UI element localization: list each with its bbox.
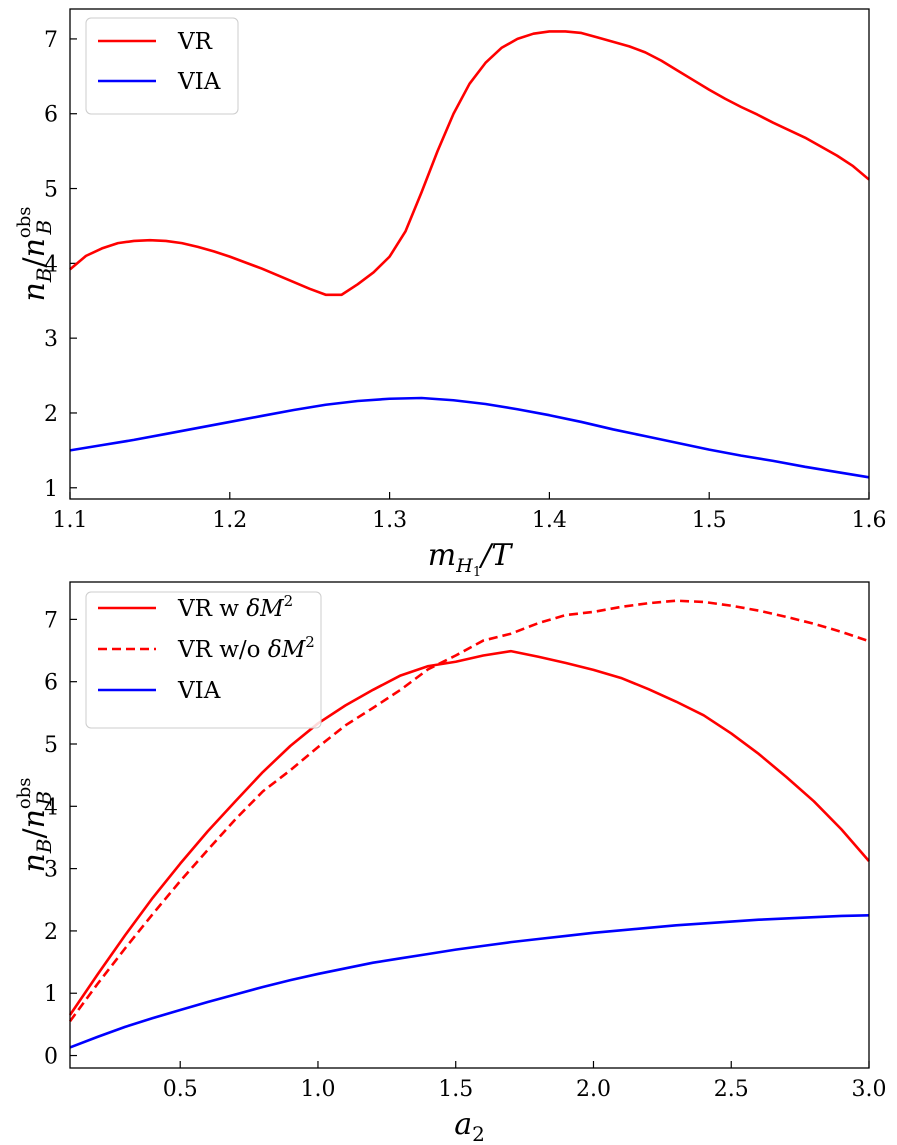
bottom-x-tick-label: 1.0 <box>300 1077 335 1102</box>
top-y-label-text: nB/nobsB <box>14 206 56 301</box>
top-y-tick-label: 7 <box>44 28 58 53</box>
top-series-line-2 <box>69 396 870 479</box>
top-plot-frame <box>69 8 870 500</box>
bottom-series <box>68 599 870 1049</box>
top-series <box>69 30 870 479</box>
bottom-y-tick-label: 6 <box>44 671 58 696</box>
top-x-tick-label: 1.4 <box>532 508 567 533</box>
bottom-y-tick-label: 7 <box>44 608 58 633</box>
bottom-plot-frame <box>69 581 870 1069</box>
bottom-y-tick-label: 3 <box>44 858 58 883</box>
top-x-tick-label: 1.2 <box>212 508 247 533</box>
bottom-x-label-text: a2 <box>454 1107 485 1145</box>
bottom-y-tick-label: 2 <box>44 920 58 945</box>
bottom-series-line-1 <box>68 649 870 1016</box>
top-x-tick-label: 1.3 <box>372 508 407 533</box>
top-y-tick-label: 6 <box>44 103 58 128</box>
bottom-y-label-text: nB/nobsB <box>14 777 56 872</box>
bottom-legend-label-3: VIA <box>177 678 221 704</box>
top-x-tick-label: 1.1 <box>53 508 88 533</box>
bottom-legend-label-1: VR w δM2 <box>177 592 293 622</box>
bottom-x-tick-label: 2.5 <box>714 1077 749 1102</box>
bottom-x-tick-label: 1.5 <box>438 1077 473 1102</box>
top-y-tick-label: 4 <box>44 252 58 277</box>
bottom-x-axis-label: a2 <box>454 1107 485 1145</box>
bottom-ticks: 0.5 1.0 1.5 2.0 2.5 3.0 0 1 2 3 4 5 6 7 <box>44 608 887 1102</box>
top-series-line-1 <box>69 30 870 297</box>
top-x-label-text: mH1/T <box>428 538 513 580</box>
bottom-legend: VR w δM2 VR w/o δM2 VIA <box>85 591 322 729</box>
top-x-tick-label: 1.5 <box>692 508 727 533</box>
bottom-y-tick-label: 1 <box>44 982 58 1007</box>
top-y-tick-label: 1 <box>44 477 58 502</box>
top-legend-label-2: VIA <box>177 69 221 95</box>
bottom-x-tick-label: 0.5 <box>163 1077 198 1102</box>
bottom-series-line-2 <box>68 599 870 1023</box>
bottom-y-axis-label: nB/nobsB <box>14 777 56 872</box>
bottom-legend-label-2: VR w/o δM2 <box>177 633 315 663</box>
bottom-panel: 0.5 1.0 1.5 2.0 2.5 3.0 0 1 2 3 4 5 6 7 VR w δM2 VR w/… <box>14 581 887 1145</box>
top-ticks: 1.1 1.2 1.3 1.4 1.5 1.6 1 2 3 4 5 6 7 <box>44 28 887 533</box>
bottom-y-tick-label: 4 <box>44 795 58 820</box>
bottom-y-tick-label: 0 <box>44 1045 58 1070</box>
top-y-tick-label: 5 <box>44 178 58 203</box>
bottom-series-line-3 <box>69 914 870 1049</box>
top-y-tick-label: 2 <box>44 402 58 427</box>
bottom-x-tick-label: 2.0 <box>576 1077 611 1102</box>
top-panel: 1.1 1.2 1.3 1.4 1.5 1.6 1 2 3 4 5 6 7 VR VIA mH1/T nB… <box>14 8 887 580</box>
top-x-tick-label: 1.6 <box>852 508 887 533</box>
top-legend-box <box>85 17 239 115</box>
top-x-axis-label: mH1/T <box>428 538 513 580</box>
top-legend: VR VIA <box>85 17 239 115</box>
bottom-legend-box <box>85 591 322 729</box>
bottom-x-tick-label: 3.0 <box>852 1077 887 1102</box>
top-y-tick-label: 3 <box>44 327 58 352</box>
bottom-y-tick-label: 5 <box>44 733 58 758</box>
top-legend-label-1: VR <box>177 29 213 55</box>
top-y-axis-label: nB/nobsB <box>14 206 56 301</box>
